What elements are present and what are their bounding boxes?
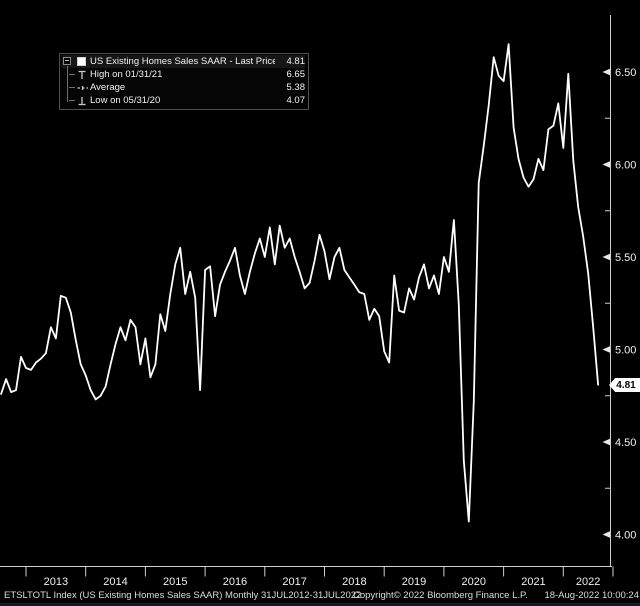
y-axis-label: 6.00	[615, 160, 636, 172]
legend-low-row[interactable]: Low on 05/31/20 4.07	[62, 94, 305, 107]
y-axis-tick-arrow	[602, 68, 611, 76]
legend-rail	[62, 55, 77, 68]
y-axis-label: 6.50	[615, 67, 636, 79]
y-axis-tick-arrow	[602, 253, 611, 261]
x-axis-year-label: 2015	[163, 576, 187, 588]
x-axis-year-label: 2013	[44, 576, 68, 588]
series-swatch-icon	[77, 57, 90, 66]
x-axis-year-label: 2019	[402, 576, 426, 588]
legend-average-label: Average	[90, 82, 126, 93]
legend-low-value: 4.07	[286, 95, 306, 106]
legend-rail	[62, 81, 77, 94]
legend-tree-line	[67, 66, 68, 102]
legend-series-value: 4.81	[286, 56, 306, 67]
x-axis-year-label: 2018	[342, 576, 366, 588]
legend-rail	[62, 94, 77, 107]
y-axis-tick-arrow	[602, 438, 611, 446]
footer-copyright-text: Copyright© 2022 Bloomberg Finance L.P.	[353, 590, 528, 601]
x-axis-year-label: 2022	[576, 576, 600, 588]
y-axis-tick-arrow	[602, 531, 611, 538]
legend-collapse-icon[interactable]	[63, 57, 71, 65]
price-chart-canvas[interactable]: 4.00 4.50 5.00 5.50 6.00 6.50 2013 2014 2015 2016…	[0, 0, 640, 592]
x-axis-year-label: 2021	[521, 576, 545, 588]
y-axis-label: 4.50	[615, 437, 636, 449]
high-marker-icon	[77, 70, 90, 80]
legend-high-value: 6.65	[286, 69, 306, 80]
window-bottom-border	[0, 603, 640, 606]
y-axis-label: 5.00	[615, 345, 636, 357]
footer-bar: ETSLTOTL Index (US Existing Homes Sales …	[0, 590, 640, 603]
legend-high-label: High on 01/31/21	[90, 69, 163, 80]
legend-average-row[interactable]: Average 5.38	[62, 81, 305, 94]
legend-high-row[interactable]: High on 01/31/21 6.65	[62, 68, 305, 81]
legend-rail	[62, 68, 77, 81]
legend-average-value: 5.38	[286, 82, 306, 93]
y-axis-label: 4.00	[615, 530, 636, 542]
x-axis-year-label: 2016	[223, 576, 247, 588]
x-axis-year-label: 2014	[103, 576, 127, 588]
x-axis-year-label: 2020	[462, 576, 486, 588]
y-axis-label: 5.50	[615, 252, 636, 264]
legend-box: US Existing Homes Sales SAAR - Last Pric…	[59, 53, 309, 110]
footer-ticker-text: ETSLTOTL Index (US Existing Homes Sales …	[4, 590, 362, 601]
price-line[interactable]	[0, 43, 599, 523]
last-price-badge: 4.81	[609, 378, 640, 392]
average-marker-icon	[77, 83, 90, 93]
low-marker-icon	[77, 96, 90, 106]
y-axis-tick-arrow	[602, 161, 611, 168]
legend-low-label: Low on 05/31/20	[90, 95, 161, 106]
footer-timestamp-text: 18-Aug-2022 10:00:24	[544, 590, 639, 601]
legend-series-label: US Existing Homes Sales SAAR - Last Pric…	[90, 56, 275, 67]
x-axis-year-label: 2017	[282, 576, 306, 588]
y-axis-tick-arrow	[602, 346, 611, 353]
legend-series-row[interactable]: US Existing Homes Sales SAAR - Last Pric…	[62, 55, 305, 68]
